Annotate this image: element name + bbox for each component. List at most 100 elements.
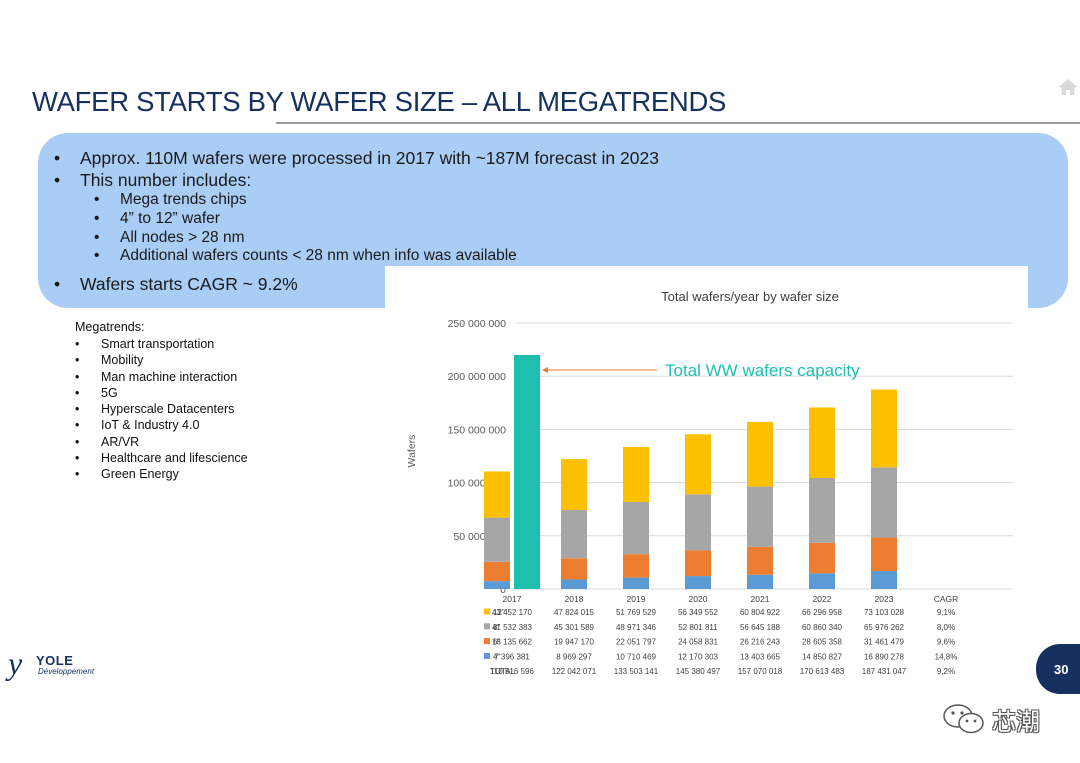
bar-segment: [685, 494, 711, 551]
table-cell: 48 971 346: [616, 623, 657, 632]
table-cell: 14 850 827: [802, 652, 843, 661]
total-cell: 145 380 497: [676, 667, 721, 676]
bar-segment: [561, 579, 587, 589]
logo-wordmark: YOLE: [36, 653, 74, 668]
table-cell: 19 947 170: [554, 638, 595, 647]
yole-logo: y YOLE Développement: [8, 645, 94, 685]
megatrend-item: IoT & Industry 4.0: [75, 417, 248, 434]
x-tick-label: 2019: [627, 594, 646, 604]
table-cell: 12 170 303: [678, 652, 719, 661]
y-tick-label: 150 000 000: [448, 424, 507, 436]
bar-segment: [484, 517, 510, 562]
table-cell: 41 532 383: [492, 623, 533, 632]
table-cell: 51 769 529: [616, 608, 657, 617]
table-cell: 7 396 381: [494, 652, 530, 661]
table-cell: 52 801 811: [678, 623, 718, 632]
home-icon[interactable]: [1058, 78, 1078, 96]
legend-swatch: [484, 608, 490, 615]
x-tick-label: 2020: [689, 594, 708, 604]
total-cell: 110 516 596: [490, 667, 534, 676]
y-axis-label: Wafers: [406, 435, 418, 468]
bar-segment: [685, 550, 711, 577]
table-cell: 45 301 589: [554, 623, 595, 632]
bar-segment: [484, 581, 510, 589]
megatrend-item: AR/VR: [75, 434, 248, 451]
y-tick-label: 0: [500, 584, 506, 596]
table-cagr-cell: 14,8%: [935, 652, 958, 661]
megatrend-item: Man machine interaction: [75, 369, 248, 386]
x-tick-label: 2017: [503, 594, 522, 604]
bar-segment: [623, 446, 649, 503]
x-tick-label: 2018: [565, 594, 584, 604]
bar-segment: [871, 537, 897, 572]
y-tick-label: 200 000 000: [448, 371, 507, 383]
chart-title: Total wafers/year by wafer size: [661, 289, 839, 304]
table-cell: 60 804 922: [740, 608, 781, 617]
table-cagr-cell: 9,6%: [937, 638, 955, 647]
table-cell: 13 403 665: [740, 652, 781, 661]
bar-segment: [623, 554, 649, 578]
watermark-text: 芯潮: [992, 709, 1040, 736]
title-divider: [276, 122, 1080, 124]
megatrends-heading: Megatrends:: [75, 320, 145, 334]
bar-segment: [747, 486, 773, 547]
bar-segment: [747, 421, 773, 487]
capacity-bar: [514, 354, 540, 589]
legend-swatch: [484, 638, 490, 645]
table-cell: 66 296 958: [802, 608, 843, 617]
bullet-cagr: Wafers starts CAGR ~ 9.2%: [54, 274, 298, 295]
table-cell: 18 135 662: [492, 638, 533, 647]
bar-segment: [809, 542, 835, 574]
legend-label: 6": [493, 638, 500, 647]
sub-bullet-nodes: All nodes > 28 nm: [94, 229, 244, 247]
table-cell: 24 058 831: [678, 638, 719, 647]
megatrend-item: Mobility: [75, 352, 248, 369]
legend-swatch: [484, 652, 490, 659]
bar-segment: [561, 558, 587, 580]
x-tick-label: 2022: [813, 594, 832, 604]
logo-subtitle: Développement: [38, 667, 95, 676]
megatrend-item: Smart transportation: [75, 336, 248, 353]
table-cell: 16 890 278: [864, 652, 905, 661]
sub-bullet-wafer-range: 4” to 12” wafer: [94, 210, 220, 228]
table-cell: 65 976 262: [864, 623, 905, 632]
y-tick-label: 250 000 000: [448, 318, 507, 330]
page-number: 30: [1054, 662, 1069, 677]
table-cell: 28 605 358: [802, 638, 843, 647]
x-tick-label: 2023: [875, 594, 894, 604]
megatrend-item: Green Energy: [75, 466, 248, 483]
table-cell: 31 461 479: [864, 638, 905, 647]
total-cell: 170 613 483: [800, 667, 845, 676]
total-cell: 122 042 071: [552, 667, 597, 676]
bar-segment: [747, 574, 773, 589]
capacity-arrowhead: [542, 367, 548, 373]
bar-segment: [871, 389, 897, 468]
table-cell: 60 860 340: [802, 623, 843, 632]
total-cagr-cell: 9,2%: [937, 667, 955, 676]
megatrend-item: 5G: [75, 385, 248, 402]
page-number-tab: 30: [1036, 644, 1080, 694]
watermark: 芯潮: [940, 700, 1060, 736]
table-cell: 8 969 297: [556, 652, 592, 661]
bar-segment: [484, 561, 510, 582]
table-cell: 73 103 028: [864, 608, 905, 617]
table-cagr-cell: 8,0%: [937, 623, 955, 632]
bar-segment: [809, 573, 835, 589]
legend-label: 8": [493, 623, 500, 632]
bar-segment: [561, 459, 587, 511]
bar-segment: [871, 571, 897, 589]
table-cell: 56 349 552: [678, 608, 719, 617]
bar-segment: [747, 546, 773, 575]
sub-bullet-additional-wafers: Additional wafers counts < 28 nm when in…: [94, 247, 517, 265]
total-cell: 157 070 018: [738, 667, 783, 676]
table-cell: 47 824 015: [554, 608, 595, 617]
bar-segment: [871, 467, 897, 538]
bar-segment: [685, 576, 711, 589]
wechat-icon: [943, 704, 984, 734]
bar-segment: [809, 407, 835, 479]
bar-segment: [623, 502, 649, 555]
total-cell: 187 431 047: [862, 667, 907, 676]
table-cell: 22 051 797: [616, 638, 657, 647]
x-tick-label: 2021: [751, 594, 770, 604]
